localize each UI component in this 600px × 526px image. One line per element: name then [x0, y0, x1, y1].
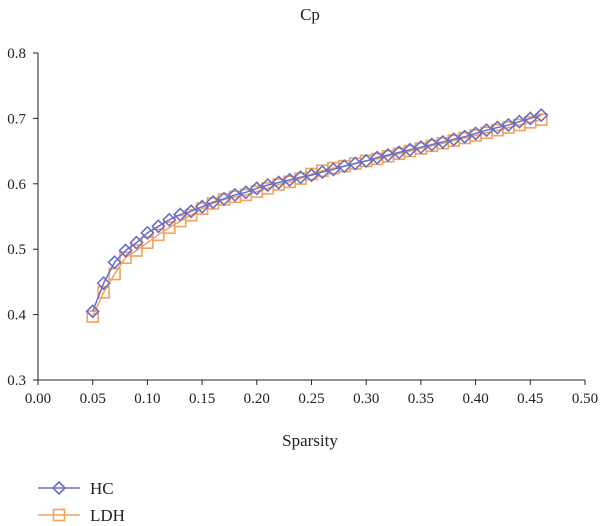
data-point-hc: [326, 162, 341, 177]
data-point-hc: [227, 187, 243, 203]
legend-item-hc: HC: [38, 479, 114, 498]
x-tick-label: 0.05: [80, 391, 106, 407]
data-point-hc: [304, 168, 319, 183]
data-point-hc: [457, 129, 472, 144]
data-point-hc: [446, 132, 461, 147]
data-point-ldh: [119, 251, 132, 265]
data-point-hc: [370, 150, 385, 165]
data-point-hc: [216, 191, 232, 206]
data-point-hc: [534, 107, 549, 123]
data-point-hc: [282, 172, 297, 188]
x-tick-label: 0.40: [462, 391, 488, 407]
x-tick-label: 0.45: [517, 391, 543, 407]
y-tick-label: 0.6: [7, 177, 26, 193]
data-point-hc: [205, 194, 221, 210]
x-tick-label: 0.35: [408, 391, 434, 407]
data-point-ldh: [97, 286, 110, 299]
data-point-hc: [348, 156, 363, 171]
series-line-hc: [92, 114, 542, 312]
x-tick-label: 0.50: [572, 391, 598, 407]
y-tick-label: 0.3: [7, 373, 26, 389]
data-point-hc: [479, 123, 494, 138]
legend-marker: [51, 480, 67, 496]
data-point-hc: [238, 185, 253, 200]
x-tick-label: 0.20: [244, 391, 270, 407]
y-tick-label: 0.8: [7, 46, 26, 62]
data-point-hc: [184, 204, 199, 219]
legend-item-ldh: LDH: [38, 506, 125, 525]
data-point-hc: [162, 212, 177, 227]
data-point-hc: [391, 145, 407, 160]
data-point-hc: [271, 175, 286, 190]
data-point-hc: [260, 177, 275, 193]
y-tick-label: 0.5: [7, 242, 26, 258]
chart-title: Cp: [300, 5, 320, 24]
data-point-hc: [85, 304, 100, 319]
data-point-hc: [424, 137, 439, 152]
data-point-ldh: [152, 228, 165, 242]
data-point-hc: [380, 147, 396, 163]
data-point-hc: [315, 164, 330, 180]
data-point-hc: [107, 255, 122, 270]
x-axis-label: Sparsity: [282, 431, 338, 450]
data-point-hc: [413, 140, 429, 155]
y-tick-label: 0.7: [7, 111, 26, 127]
data-point-hc: [194, 199, 210, 214]
data-point-hc: [468, 126, 483, 141]
series-layer: [85, 107, 549, 323]
legend-marker: [52, 508, 66, 522]
data-point-hc: [501, 117, 516, 133]
y-tick-label: 0.4: [7, 308, 26, 324]
x-tick-label: 0.25: [298, 391, 324, 407]
data-point-hc: [173, 207, 188, 222]
x-tick-label: 0.30: [353, 391, 379, 407]
data-point-hc: [151, 219, 166, 234]
data-point-hc: [118, 243, 133, 258]
data-point-hc: [512, 114, 527, 129]
series-hc: [85, 107, 549, 319]
legend-label: LDH: [90, 506, 125, 525]
series-line-ldh: [92, 118, 542, 317]
data-point-hc: [249, 181, 264, 196]
data-point-hc: [96, 276, 111, 291]
data-point-hc: [337, 159, 352, 174]
x-tick-label: 0.00: [25, 391, 51, 407]
legend-label: HC: [90, 479, 114, 498]
series-ldh: [86, 113, 548, 323]
legend: HC LDH: [38, 479, 125, 525]
data-point-hc: [490, 120, 505, 135]
data-point-hc: [523, 111, 538, 126]
data-point-hc: [140, 225, 155, 240]
x-tick-label: 0.10: [134, 391, 160, 407]
data-point-hc: [435, 134, 450, 150]
data-point-hc: [129, 235, 144, 250]
axes: 0.00 0.05 0.10 0.15 0.20 0.25 0.30 0.35 0.40 0.45…: [7, 46, 598, 407]
x-tick-label: 0.15: [189, 391, 215, 407]
data-point-hc: [402, 142, 418, 157]
data-point-hc: [359, 153, 374, 169]
